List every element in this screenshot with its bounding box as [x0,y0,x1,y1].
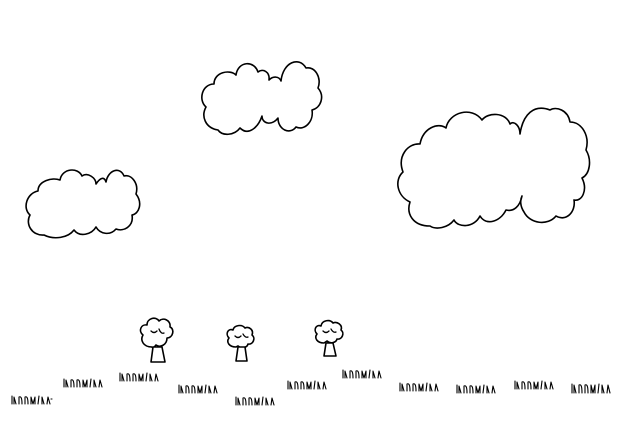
grass-tuft [287,380,327,390]
grass-tuft [63,378,103,388]
tree-left [139,317,174,363]
grass-tuft [119,372,159,382]
grass-tuft [571,383,611,394]
grass-tuft [235,396,275,406]
cloud-small-left [25,169,141,239]
tree-middle [226,324,255,362]
grass-tuft [399,382,439,392]
cloud-medium-top [201,61,323,136]
grass-tuft [178,384,218,394]
grass-tuft [514,380,554,390]
grass-tufts [11,369,611,406]
cloud-large-right [397,107,591,229]
grass-tuft [342,369,382,379]
grass-tuft [11,395,53,405]
tree-right [314,319,344,357]
grass-tuft [456,384,496,394]
